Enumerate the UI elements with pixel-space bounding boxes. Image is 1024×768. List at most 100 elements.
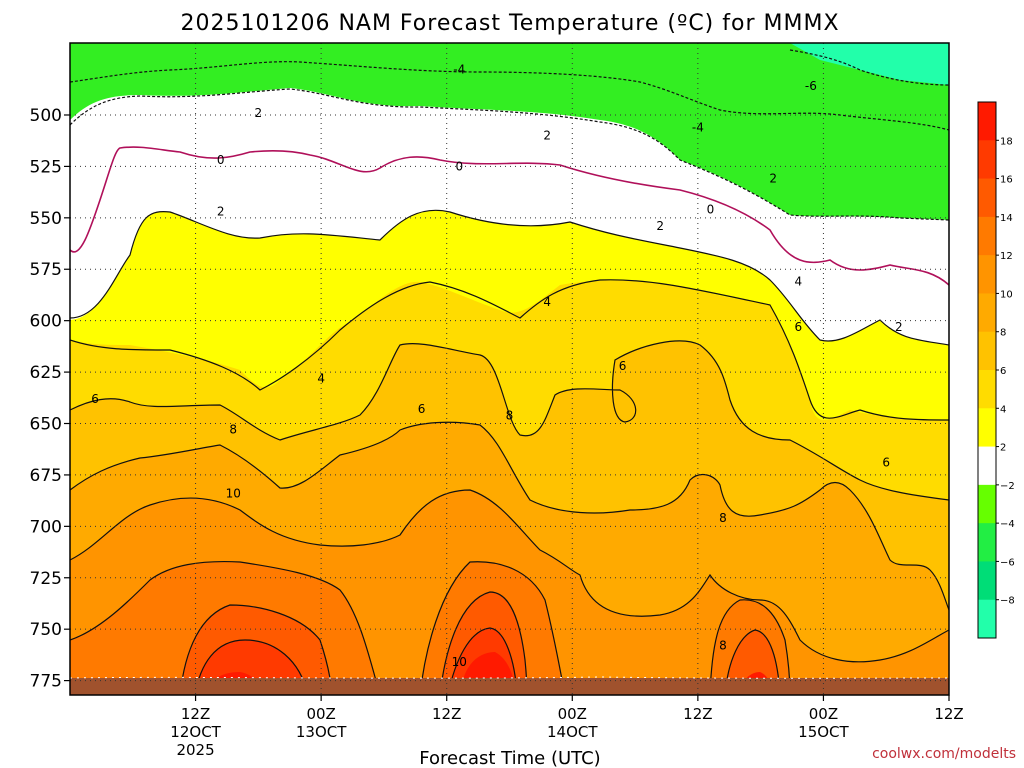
colorbar-label: 4 bbox=[1000, 404, 1006, 415]
y-tick-label: 725 bbox=[30, 569, 62, 589]
plot-area: -4 -6 -4 2 2 2 0 0 0 2 2 2 4 4 4 6 6 6 6 6 8 8 8 8 10 10 bbox=[70, 43, 949, 695]
colorbar-label: 18 bbox=[1000, 136, 1013, 147]
x-tick-label: 2025 bbox=[176, 741, 214, 759]
contour-label: 6 bbox=[619, 359, 627, 373]
contour-label: 0 bbox=[707, 203, 715, 217]
colorbar-swatch bbox=[978, 293, 996, 333]
isotherm-2 bbox=[70, 209, 949, 346]
x-tick-label: 12Z bbox=[683, 705, 712, 723]
x-axis-label: Forecast Time (UTC) bbox=[419, 748, 600, 768]
colorbar-swatch bbox=[978, 370, 996, 409]
y-tick-label: 650 bbox=[30, 415, 62, 435]
colorbar-label: 6 bbox=[1000, 366, 1006, 377]
x-tick-label: 12Z bbox=[181, 705, 210, 723]
contour-label: 2 bbox=[895, 320, 903, 334]
colorbar-label: 2 bbox=[1000, 443, 1006, 454]
gridlines bbox=[70, 43, 949, 695]
isotherm-minus4 bbox=[70, 61, 949, 131]
contour-label: 2 bbox=[769, 172, 777, 186]
colorbar-label: −2 bbox=[1000, 481, 1015, 492]
colorbar-label: −4 bbox=[1000, 519, 1015, 530]
contour-label: 10 bbox=[226, 486, 241, 500]
y-tick-label: 525 bbox=[30, 157, 62, 177]
x-tick-label: 00Z bbox=[306, 705, 335, 723]
colorbar-swatch bbox=[978, 255, 996, 294]
contour-label: 4 bbox=[317, 371, 325, 385]
y-tick-label: 700 bbox=[30, 517, 62, 537]
terrain-edge bbox=[70, 676, 949, 679]
contour-label: -4 bbox=[453, 63, 465, 77]
isotherm-6 bbox=[70, 340, 949, 501]
x-tick-label: 00Z bbox=[558, 705, 587, 723]
colorbar-swatch bbox=[978, 523, 996, 562]
contour-labels: -4 -6 -4 2 2 2 0 0 0 2 2 2 4 4 4 6 6 6 6 6 8 8 8 8 10 10 bbox=[91, 63, 902, 669]
y-tick-label: 600 bbox=[30, 312, 62, 332]
y-tick-label: 550 bbox=[30, 209, 62, 229]
contour-label: 8 bbox=[229, 423, 237, 437]
x-tick-label: 00Z bbox=[809, 705, 838, 723]
contour-label: 8 bbox=[719, 639, 727, 653]
contour-label: 8 bbox=[506, 408, 514, 422]
x-tick-label: 12Z bbox=[432, 705, 461, 723]
contour-label: 8 bbox=[719, 511, 727, 525]
colorbar-label: −8 bbox=[1000, 596, 1015, 607]
isotherm-16 bbox=[194, 627, 518, 695]
colorbar-swatch bbox=[978, 178, 996, 218]
credit-label: coolwx.com/modelts bbox=[872, 746, 1016, 762]
x-tick-label: 12Z bbox=[934, 705, 963, 723]
contour-label: 2 bbox=[255, 106, 263, 120]
contour-label: 6 bbox=[91, 392, 99, 406]
contour-label: 6 bbox=[418, 402, 426, 416]
isotherm-10 bbox=[70, 489, 949, 663]
colorbar-label: −6 bbox=[1000, 557, 1015, 568]
contour-label: 10 bbox=[452, 655, 467, 669]
y-tick-label: 675 bbox=[30, 466, 62, 486]
contour-label: 2 bbox=[217, 205, 225, 219]
colorbar-swatch bbox=[978, 331, 996, 371]
contour-label: 0 bbox=[455, 159, 463, 173]
y-axis: 500 525 550 575 600 625 650 675 700 725 750 775 bbox=[30, 106, 70, 692]
contour-label: 6 bbox=[794, 320, 802, 334]
colorbar-swatch bbox=[978, 599, 996, 639]
colorbar-label: 8 bbox=[1000, 328, 1006, 339]
band-cold-corner bbox=[790, 43, 949, 85]
contour-label: 0 bbox=[217, 153, 225, 167]
isotherm-8 bbox=[70, 421, 949, 611]
x-tick-label: 12OCT bbox=[170, 723, 221, 741]
isotherm-minus2 bbox=[70, 88, 949, 221]
contour-label: 4 bbox=[794, 275, 802, 289]
isotherm-zero bbox=[70, 146, 949, 286]
y-tick-label: 500 bbox=[30, 106, 62, 126]
x-tick-label: 14OCT bbox=[547, 723, 598, 741]
isotherm-12 bbox=[70, 561, 791, 695]
isotherm-4 bbox=[70, 279, 949, 421]
isotherm-minus6 bbox=[789, 49, 949, 86]
contour-label: -4 bbox=[692, 120, 704, 134]
colorbar-swatch bbox=[978, 140, 996, 180]
y-tick-label: 775 bbox=[30, 672, 62, 692]
colorbar-swatch bbox=[978, 446, 996, 486]
colorbar-label: 12 bbox=[1000, 251, 1013, 262]
chart-title: 2025101206 NAM Forecast Temperature (ºC)… bbox=[180, 11, 839, 36]
contour-label: 6 bbox=[882, 456, 890, 470]
contour-label: 2 bbox=[543, 129, 551, 143]
x-tick-label: 13OCT bbox=[296, 723, 347, 741]
colorbar-swatch bbox=[978, 102, 996, 141]
contour-label: 2 bbox=[656, 219, 664, 233]
colorbar-swatch bbox=[978, 216, 996, 256]
y-tick-label: 575 bbox=[30, 260, 62, 280]
colorbar-swatch bbox=[978, 408, 996, 448]
contour-label: -6 bbox=[805, 79, 817, 93]
colorbar-label: 16 bbox=[1000, 175, 1013, 186]
contour-label: 4 bbox=[543, 295, 551, 309]
y-tick-label: 750 bbox=[30, 620, 62, 640]
x-tick-label: 15OCT bbox=[798, 723, 849, 741]
colorbar-label: 14 bbox=[1000, 213, 1013, 224]
colorbar-swatch bbox=[978, 484, 996, 524]
colorbar-label: 10 bbox=[1000, 289, 1013, 300]
terrain-ground bbox=[70, 678, 949, 695]
plot-frame bbox=[69, 42, 950, 696]
colorbar-swatch bbox=[978, 561, 996, 601]
